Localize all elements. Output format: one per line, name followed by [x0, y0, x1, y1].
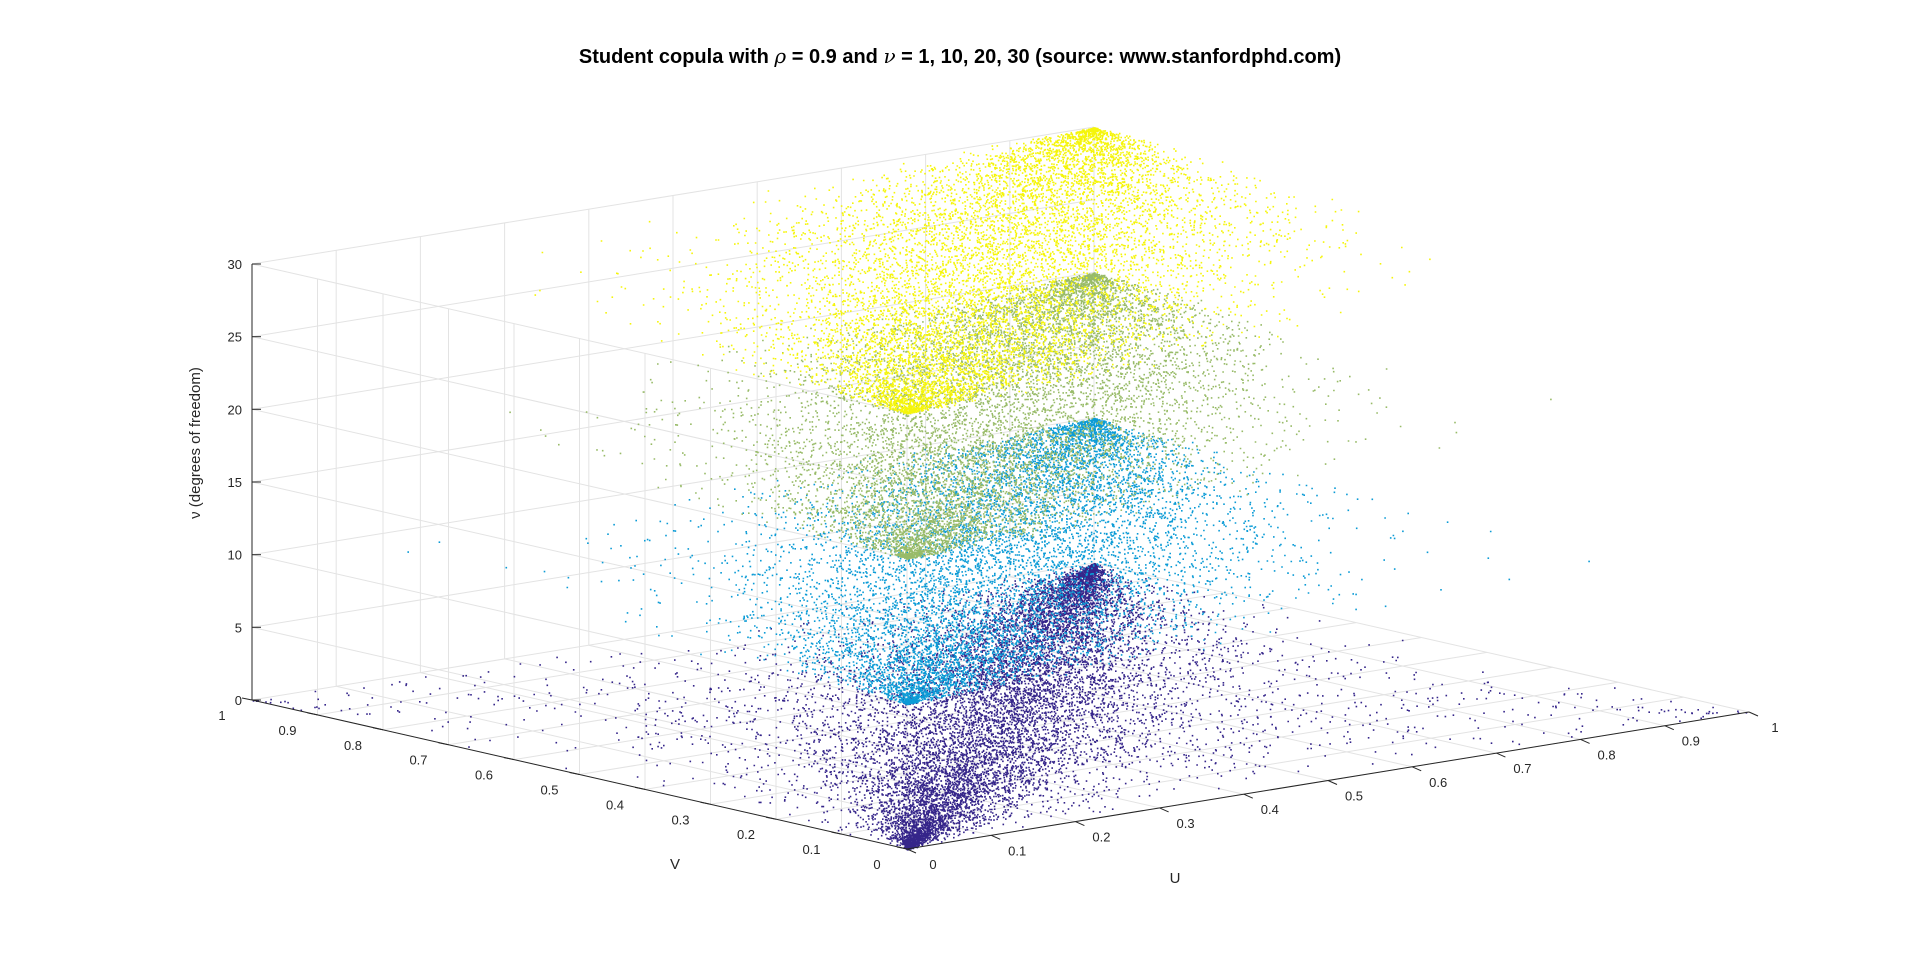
x-tick-label: 0.6	[1429, 775, 1447, 790]
y-tick	[569, 772, 580, 775]
series-points	[509, 272, 1552, 560]
x-tick-label: 0.1	[1008, 843, 1026, 858]
grid-line	[251, 271, 1095, 410]
x-axis-label: U	[1170, 870, 1181, 887]
grid-line	[251, 344, 1095, 483]
x-tick	[1664, 725, 1675, 731]
y-tick	[503, 757, 515, 761]
grid-line	[579, 637, 1422, 775]
y-tick-label: 0.5	[540, 783, 558, 798]
grid-line	[448, 607, 1291, 746]
y-tick	[307, 712, 318, 716]
x-tick-label: 0.7	[1513, 761, 1531, 776]
y-tick	[765, 816, 777, 820]
grid-line	[251, 263, 908, 414]
y-tick	[372, 727, 384, 731]
z-tick-label: 10	[228, 548, 242, 563]
series-points	[534, 127, 1431, 415]
x-tick	[1748, 711, 1759, 717]
series-nu-1	[252, 563, 1748, 851]
y-tick	[700, 801, 711, 805]
z-axis-label: ν (degrees of freedom)	[187, 367, 204, 519]
x-tick	[1496, 752, 1506, 758]
grid-line	[251, 417, 1095, 556]
x-tick-label: 0.2	[1092, 830, 1110, 845]
x-tick-label: 1	[1771, 720, 1778, 735]
series-nu-10	[407, 417, 1590, 706]
y-tick-label: 0.4	[606, 797, 624, 812]
series-nu-30	[534, 127, 1431, 415]
y-tick-label: 0.7	[409, 753, 427, 768]
series-points	[407, 417, 1590, 706]
points-layer	[252, 127, 1748, 851]
y-tick-label: 0.3	[671, 812, 689, 827]
grid-line	[251, 336, 908, 487]
grid-line	[251, 562, 1095, 701]
grid-line	[925, 589, 1581, 740]
y-tick-label: 0.9	[278, 723, 296, 738]
y-tick-label: 1	[218, 708, 225, 723]
grid-line	[251, 626, 908, 777]
x-tick	[906, 848, 917, 854]
x-tick-label: 0.3	[1177, 816, 1195, 831]
y-tick	[896, 846, 908, 850]
grid-line	[317, 577, 1160, 716]
x-tick	[1159, 807, 1169, 813]
x-tick	[1411, 766, 1422, 772]
grid-line	[251, 408, 908, 559]
series-points	[252, 563, 1748, 851]
nu-symbol: ν	[883, 44, 896, 68]
grid-line	[382, 592, 1226, 731]
z-tick-label: 20	[228, 402, 242, 417]
y-tick-label: 0.1	[802, 842, 820, 857]
y-tick	[634, 786, 646, 790]
y-tick	[438, 742, 449, 746]
grid-line	[251, 481, 908, 632]
x-tick	[1075, 821, 1085, 827]
axes-layer: 00.10.20.30.40.50.60.70.80.9100.10.20.30…	[218, 257, 1778, 872]
grid-line	[251, 199, 1095, 338]
y-tick	[241, 697, 253, 701]
z-tick-label: 25	[228, 330, 242, 345]
y-axis-label: V	[670, 856, 680, 873]
y-tick-label: 0	[873, 857, 880, 872]
x-tick-label: 0	[929, 857, 936, 872]
y-tick-label: 0.2	[737, 827, 755, 842]
z-tick-label: 5	[235, 620, 242, 635]
z-tick-label: 0	[235, 693, 242, 708]
series-nu-20	[509, 272, 1552, 560]
x-tick-label: 0.5	[1345, 789, 1363, 804]
z-tick-label: 15	[228, 475, 242, 490]
x-tick	[1327, 780, 1338, 785]
z-tick-label: 30	[228, 257, 242, 272]
grid-line	[1093, 562, 1750, 713]
grid-line	[251, 126, 1095, 265]
y-tick-label: 0.6	[475, 768, 493, 783]
y-tick	[831, 831, 842, 835]
chart-title: Student copula with ρ = 0.9 and ν = 1, 1…	[578, 44, 1342, 68]
x-tick	[1580, 738, 1590, 744]
y-tick-label: 0.8	[344, 738, 362, 753]
x-tick	[1243, 793, 1254, 799]
x-tick-label: 0.8	[1598, 747, 1616, 762]
x-tick	[990, 834, 1001, 840]
rho-symbol: ρ	[774, 44, 787, 68]
x-tick-label: 0.9	[1682, 734, 1700, 749]
x-tick-label: 0.4	[1261, 802, 1279, 817]
